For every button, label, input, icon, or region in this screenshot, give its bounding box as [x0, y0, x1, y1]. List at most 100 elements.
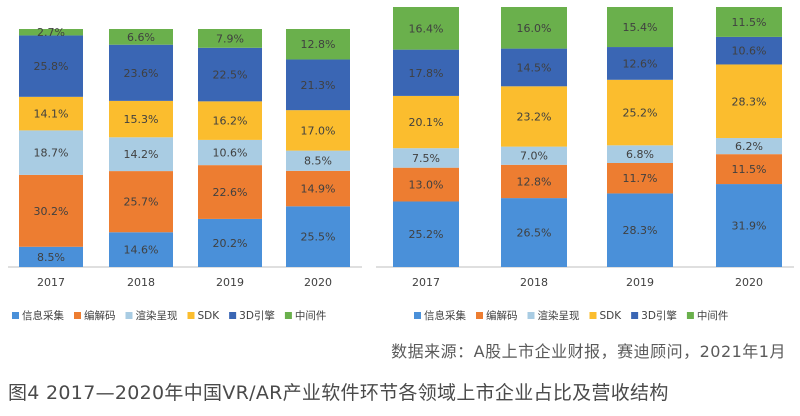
bar-segment [286, 170, 350, 207]
bar-segment [716, 64, 782, 139]
legend-label: SDK [198, 310, 221, 322]
data-label: 26.5% [517, 227, 552, 240]
legend-swatch [12, 312, 19, 319]
bar-segment [716, 154, 782, 185]
legend-swatch [631, 312, 639, 319]
legend-label: 编解码 [486, 309, 518, 322]
data-label: 15.3% [124, 113, 159, 126]
data-label: 25.8% [34, 60, 69, 73]
legend-swatch [414, 312, 421, 319]
bar-segment [198, 218, 262, 267]
data-label: 16.0% [517, 22, 552, 35]
data-label: 31.9% [732, 220, 767, 233]
data-label: 6.8% [626, 148, 654, 161]
data-label: 20.1% [409, 116, 444, 129]
bar-segment [109, 44, 173, 101]
data-label: 30.2% [34, 205, 69, 218]
bar-segment [19, 130, 83, 175]
bar-segment [501, 198, 567, 267]
data-label: 12.8% [517, 175, 552, 188]
data-label: 10.6% [213, 147, 248, 160]
bar-segment [501, 164, 567, 199]
legend-item: 渲染呈现 [125, 309, 178, 322]
bar-segment [607, 193, 673, 267]
x-tick-label: 2020 [304, 276, 332, 289]
legend-label: 渲染呈现 [538, 309, 580, 322]
legend-swatch [229, 312, 237, 319]
bar-segment [607, 145, 673, 163]
bar-segment [198, 165, 262, 219]
data-label: 13.0% [409, 179, 444, 192]
legend-item: 中间件 [284, 309, 326, 322]
legend-label: 中间件 [697, 309, 729, 322]
legend-label: 3D引擎 [239, 309, 275, 322]
x-tick-label: 2017 [37, 276, 65, 289]
data-label: 12.6% [623, 57, 658, 70]
data-label: 25.7% [124, 196, 159, 209]
data-label: 7.5% [412, 152, 440, 165]
bar-segment [19, 35, 83, 97]
data-label: 2.7% [37, 26, 65, 39]
data-label: 16.2% [213, 115, 248, 128]
bar-segment [501, 7, 567, 49]
data-label: 22.6% [213, 186, 248, 199]
bar-segment [393, 167, 459, 202]
bar-segment [198, 47, 262, 102]
bar-segment [198, 139, 262, 166]
bar-segment [607, 7, 673, 48]
figure-caption: 图4 2017—2020年中国VR/AR产业软件环节各领域上市企业占比及营收结构 [8, 382, 669, 404]
data-label: 25.2% [409, 228, 444, 241]
data-label: 28.3% [732, 95, 767, 108]
data-label: 7.0% [520, 150, 548, 163]
legend-swatch [476, 312, 483, 319]
data-label: 6.2% [735, 140, 763, 153]
legend-label: 渲染呈现 [136, 309, 178, 322]
bar-segment [286, 59, 350, 111]
legend-swatch [589, 312, 597, 319]
data-label: 7.9% [216, 32, 244, 45]
data-source-note: 数据来源：A股上市企业财报，赛迪顾问，2021年1月 [391, 342, 786, 361]
bar-segment [286, 29, 350, 60]
data-label: 23.2% [517, 110, 552, 123]
legend-item: SDK [589, 310, 623, 322]
bar-segment [19, 29, 83, 36]
x-tick-label: 2018 [520, 276, 548, 289]
chart-right-revenue: 25.2% 13.0% 7.5% 20.1% 17.8% 16.4% 2017 26.5% 12… [370, 0, 800, 340]
data-label: 6.6% [127, 31, 155, 44]
data-label: 14.2% [124, 148, 159, 161]
bar-segment [607, 47, 673, 80]
data-label: 17.0% [301, 124, 336, 137]
legend-item: 3D引擎 [631, 309, 677, 322]
legend-item: 信息采集 [12, 309, 64, 322]
data-label: 28.3% [623, 224, 658, 237]
legend-label: 编解码 [84, 309, 116, 322]
data-label: 12.8% [301, 38, 336, 51]
legend-item: SDK [187, 310, 221, 322]
bar-segment [716, 184, 782, 267]
legend-item: 编解码 [476, 309, 518, 322]
bar-segment [716, 138, 782, 155]
x-tick-label: 2017 [412, 276, 440, 289]
bar-segment [19, 96, 83, 131]
bar-segment [607, 163, 673, 194]
bar-segment [109, 171, 173, 233]
bar-segment [393, 201, 459, 267]
data-label: 11.5% [732, 16, 767, 29]
bar-segment [19, 174, 83, 247]
bar-segment [198, 101, 262, 140]
data-label: 18.7% [34, 147, 69, 160]
data-label: 14.6% [124, 244, 159, 257]
legend-label: SDK [600, 310, 623, 322]
data-label: 21.3% [301, 79, 336, 92]
data-label: 14.1% [34, 108, 69, 121]
legend-swatch [527, 312, 535, 319]
data-label: 14.5% [517, 61, 552, 74]
data-label: 23.6% [124, 67, 159, 80]
data-label: 8.5% [304, 155, 332, 168]
bar-segment [393, 7, 459, 50]
bar-segment [501, 86, 567, 147]
legend-swatch [686, 312, 694, 319]
data-label: 25.5% [301, 231, 336, 244]
legend-swatch [187, 312, 195, 319]
data-label: 10.6% [732, 45, 767, 58]
